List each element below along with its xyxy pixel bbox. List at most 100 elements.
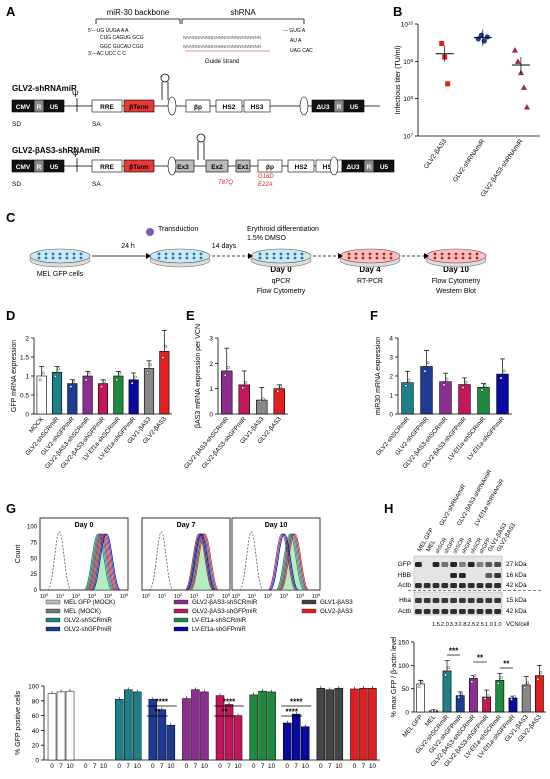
bar <box>143 368 155 415</box>
h-row-label: GFP <box>398 561 411 568</box>
g-legend-label: MEL GFP (MOCK) <box>64 599 115 606</box>
g-xtick-label: 0 <box>218 763 222 770</box>
h-band <box>423 609 431 614</box>
bar-point <box>460 692 464 696</box>
bar <box>439 381 452 415</box>
dish-transduced-cell <box>157 256 161 260</box>
construct-element-label-6: Ex2 <box>211 164 223 171</box>
xtick-label: MEL GFP <box>401 714 424 739</box>
g-xtick-label: 7 <box>126 763 130 770</box>
g-histo-curve <box>279 533 308 591</box>
h-vcn-value: 2.5 <box>467 622 475 628</box>
g-xtick-label: 0 <box>185 763 189 770</box>
dish-day10-cell <box>475 252 479 256</box>
bar <box>51 371 63 415</box>
sig-label: *** <box>449 647 459 656</box>
g-histo-curve <box>278 533 307 591</box>
bar-point <box>430 709 434 713</box>
bar-point <box>38 378 42 382</box>
ytick-label: 3 <box>209 336 213 343</box>
construct1-title: GLV2-shRNAmiR <box>12 84 77 93</box>
workflow-arrowhead-1 <box>248 253 253 259</box>
panel-label-d: D <box>6 308 15 323</box>
b-ytick-label: 108 <box>403 95 413 104</box>
h-band <box>459 573 466 578</box>
bar <box>458 384 471 415</box>
dish-day0-cell <box>272 252 276 256</box>
dish-day4-cell <box>361 256 365 260</box>
bar-point <box>420 680 424 684</box>
g-histo-negative <box>238 531 264 591</box>
g-sig-label: **** <box>156 698 169 707</box>
g-sig-label: ** <box>221 708 228 717</box>
bar-point <box>118 371 122 375</box>
ytick-label: 1 <box>209 386 213 393</box>
g-ytick-label: 40 <box>32 728 40 735</box>
ytick-label: 1.5 <box>20 355 29 362</box>
g-sig-label: **** <box>223 698 236 707</box>
bar-point <box>444 673 447 677</box>
h-vcn-value: 2.5 <box>476 622 484 628</box>
workflow-diff1: Erythroid differentiation <box>247 226 319 233</box>
h-band <box>432 562 440 567</box>
dish-day10-cell <box>475 256 479 260</box>
g-xtick-label: 0 <box>252 763 256 770</box>
g-bar <box>114 699 124 761</box>
bar-point <box>513 695 516 699</box>
g-histo-curve <box>269 533 299 591</box>
dish-day4-cell <box>347 252 351 256</box>
g-histo-curve <box>268 533 298 591</box>
h-kda-label: 42 kDa <box>506 582 527 589</box>
dish-day10-cell <box>447 256 451 260</box>
dish-start-cell <box>79 252 83 256</box>
dish-day0-cell <box>272 256 276 260</box>
g-legend-label: LV-Ef1a-shSCRmiR <box>192 617 247 624</box>
g-legend-swatch <box>173 608 189 614</box>
g-histo-curve <box>189 533 218 591</box>
bar-point <box>496 682 500 685</box>
y-axis-label: % max GFP / β-actin level <box>391 636 398 717</box>
dish-start-cell <box>72 256 76 260</box>
bar-point <box>483 697 487 700</box>
panel-label-f: F <box>370 308 378 323</box>
h-band <box>441 609 449 614</box>
dish-start-cell <box>44 256 48 260</box>
g-bar <box>47 693 57 761</box>
g-histo-ytick: 0 <box>34 588 38 594</box>
g-sig-label: **** <box>290 698 303 707</box>
insulator-right <box>329 156 339 176</box>
ytick-label: 2 <box>25 336 29 343</box>
construct-element-4 <box>123 99 155 113</box>
g-histo-curve <box>280 533 310 591</box>
g-xtick-label: 0 <box>319 763 323 770</box>
workflow-14days: 14 days <box>212 243 237 250</box>
bar <box>535 675 544 713</box>
g-histo-xtick: 100 <box>142 593 150 600</box>
h-band <box>467 609 475 614</box>
h-kda-label: 15 kDa <box>506 597 527 604</box>
dish-day4-cell <box>382 252 386 256</box>
workflow-day10-flow: Flow Cytometry <box>432 278 481 285</box>
workflow-day0-flow: Flow Cytometry <box>257 288 306 295</box>
g-bar <box>359 687 368 761</box>
g-ytick-label: 20 <box>32 743 40 750</box>
dish-start-cell <box>79 256 83 260</box>
dish-transduced-cell <box>157 252 161 256</box>
dish-transduced-top <box>149 248 211 264</box>
dish-day4-cell <box>389 256 393 260</box>
bar <box>477 387 490 415</box>
bar <box>128 379 139 415</box>
dish-transduced-cell <box>164 256 168 260</box>
g-xtick-label: 7 <box>328 763 332 770</box>
g-histo-xtick: 101 <box>56 593 64 600</box>
bar-point <box>103 379 106 383</box>
dish-day0-cell <box>300 252 304 256</box>
g-histo-ylabel: Count <box>15 545 22 564</box>
bar <box>159 350 170 415</box>
g-sig-label: ** <box>154 708 161 717</box>
g-histo-xtick: 103 <box>88 593 96 600</box>
g-histo-ytick: 100 <box>27 525 38 531</box>
insulator-right <box>299 96 309 116</box>
g-histo-curve <box>86 533 115 591</box>
h-band <box>476 609 484 614</box>
